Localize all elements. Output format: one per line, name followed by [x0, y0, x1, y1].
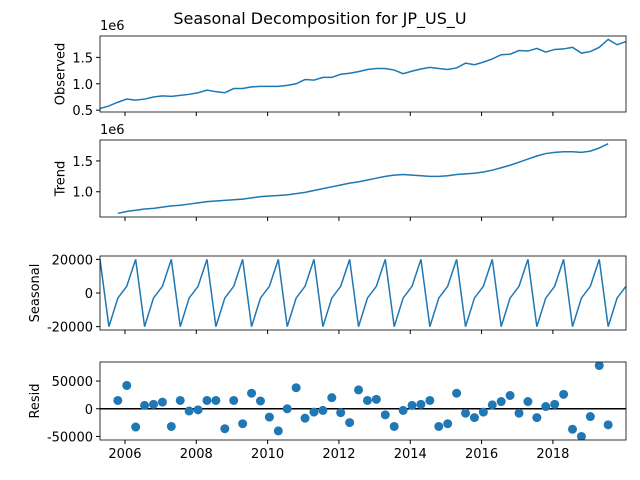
- point: [300, 413, 310, 423]
- point: [452, 388, 462, 398]
- point: [389, 421, 399, 431]
- point: [157, 397, 167, 407]
- series-line: [100, 38, 626, 110]
- series-line: [100, 259, 626, 327]
- point: [113, 395, 123, 405]
- point: [318, 405, 328, 415]
- point: [202, 395, 212, 405]
- plot-area: [100, 362, 626, 440]
- y-tick-label: 1.5: [72, 155, 93, 170]
- axes-frame: [99, 361, 627, 441]
- point: [550, 399, 560, 409]
- x-tick-label: 2014: [394, 447, 427, 462]
- y-tick-label: 1.5: [72, 51, 93, 66]
- point: [336, 408, 346, 418]
- panel: 1.0 1.5 Trend 1e6: [53, 123, 627, 221]
- x-tick-label: 2008: [180, 447, 213, 462]
- offset-text: 1e6: [100, 123, 125, 138]
- point: [345, 418, 355, 428]
- x-tick-label: 2006: [108, 447, 141, 462]
- point: [461, 408, 471, 418]
- axes-frame: [99, 35, 627, 113]
- point: [425, 395, 435, 405]
- point: [131, 422, 141, 432]
- point: [371, 394, 381, 404]
- point: [247, 388, 257, 398]
- point: [514, 408, 524, 418]
- point: [220, 424, 230, 434]
- point: [478, 407, 488, 417]
- plot-area: [100, 259, 626, 327]
- y-axis-label: Observed: [53, 43, 68, 106]
- panel: -20000 0 20000 Seasonal: [28, 253, 627, 336]
- y-axis-label: Resid: [28, 383, 43, 418]
- point: [559, 389, 569, 399]
- point: [443, 419, 453, 429]
- point: [309, 407, 319, 417]
- point: [398, 405, 408, 415]
- point: [255, 396, 265, 406]
- point: [434, 421, 444, 431]
- point: [594, 362, 604, 371]
- point: [380, 410, 390, 420]
- point: [407, 400, 417, 410]
- point: [238, 419, 248, 429]
- x-tick-label: 2012: [322, 447, 355, 462]
- point: [505, 390, 515, 400]
- y-tick-label: 1.0: [72, 78, 93, 93]
- point: [166, 421, 176, 431]
- point: [282, 404, 292, 414]
- point: [211, 395, 221, 405]
- point: [416, 399, 426, 409]
- point: [264, 412, 274, 422]
- point: [362, 395, 372, 405]
- point: [603, 420, 613, 430]
- plot-area: [100, 38, 626, 110]
- point: [229, 395, 239, 405]
- point: [487, 400, 497, 410]
- y-axis-label: Trend: [53, 161, 68, 198]
- point: [354, 385, 364, 395]
- point: [585, 412, 595, 422]
- point: [327, 393, 337, 403]
- point: [184, 406, 194, 416]
- y-tick-label: 0: [85, 403, 93, 418]
- point: [469, 413, 479, 423]
- point: [175, 395, 185, 405]
- y-tick-label: 0: [85, 287, 93, 302]
- y-tick-label: 0.5: [72, 104, 93, 119]
- point: [193, 405, 203, 415]
- point: [568, 424, 578, 434]
- point: [541, 402, 551, 412]
- x-tick-label: 2016: [465, 447, 498, 462]
- plot-area: [117, 143, 609, 215]
- y-tick-label: 50000: [52, 375, 93, 390]
- offset-text: 1e6: [100, 19, 125, 34]
- point: [532, 413, 542, 423]
- axes-frame: [99, 255, 627, 331]
- y-axis-label: Seasonal: [28, 264, 43, 323]
- series-line: [117, 143, 609, 215]
- y-tick-label: -50000: [47, 430, 93, 445]
- axes-frame: [99, 139, 627, 218]
- point: [148, 399, 158, 409]
- y-tick-label: -20000: [47, 321, 93, 336]
- point: [496, 397, 506, 407]
- point: [122, 380, 132, 390]
- point: [523, 397, 533, 407]
- y-tick-label: 20000: [52, 253, 93, 268]
- x-tick-label: 2010: [251, 447, 284, 462]
- point: [291, 383, 301, 393]
- panel: 0.5 1.0 1.5 Observed 1e6: [53, 19, 627, 119]
- panel: -50000 0 50000 2006 2008 2010 2012 2014 2016 2018…: [28, 361, 627, 462]
- x-tick-label: 2018: [536, 447, 569, 462]
- point: [576, 431, 586, 440]
- chart-title: Seasonal Decomposition for JP_US_U: [173, 9, 466, 29]
- point: [140, 400, 150, 410]
- y-tick-label: 1.0: [72, 186, 93, 201]
- point: [273, 426, 283, 436]
